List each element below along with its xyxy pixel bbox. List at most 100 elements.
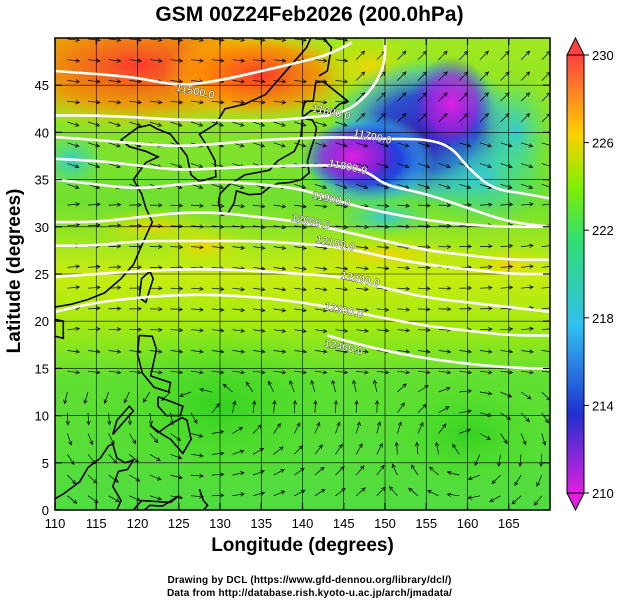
wind-arrow-shaft — [500, 142, 513, 147]
wind-arrow-shaft — [459, 142, 471, 147]
wind-arrow-head — [114, 478, 119, 483]
wind-arrow-shaft — [294, 350, 307, 353]
wind-arrow-shaft — [520, 183, 533, 189]
wind-arrow-shaft — [429, 466, 439, 476]
wind-arrow-shaft — [170, 225, 183, 227]
wind-arrow-shaft — [541, 113, 550, 123]
wind-arrow-head — [302, 100, 307, 105]
wind-arrow-shaft — [511, 495, 522, 505]
wind-arrow-head — [193, 419, 198, 424]
wind-arrow-shaft — [468, 495, 480, 499]
wind-arrow-head — [489, 498, 495, 502]
wind-arrow-head — [198, 184, 204, 189]
wind-arrow-shaft — [541, 328, 550, 331]
wind-arrow-shaft — [67, 38, 80, 41]
x-tick-label: 165 — [498, 516, 520, 531]
wind-arrow-head — [514, 481, 519, 486]
wind-arrow-head — [384, 224, 390, 229]
wind-arrow-shaft — [541, 245, 550, 247]
wind-arrow-shaft — [149, 454, 161, 461]
wind-arrow-head — [261, 58, 266, 63]
wind-arrow-shaft — [417, 113, 427, 123]
wind-arrow-shaft — [211, 38, 224, 41]
wind-arrow-shaft — [170, 59, 183, 62]
wind-arrow-shaft — [273, 490, 285, 497]
wind-arrow-head — [487, 391, 493, 396]
wind-arrow-head — [322, 38, 328, 43]
wind-arrow-head — [259, 448, 265, 452]
wind-arrow-shaft — [87, 370, 100, 374]
wind-arrow-head — [257, 424, 262, 429]
wind-arrow-shaft — [273, 38, 286, 41]
wind-arrow-head — [96, 79, 101, 84]
wind-arrow-head — [356, 421, 361, 427]
wind-arrow-head — [402, 31, 406, 35]
wind-arrow-shaft — [149, 495, 162, 500]
x-tick-label: 110 — [45, 516, 66, 531]
wind-arrow-head — [397, 421, 402, 427]
wind-arrow-head — [488, 306, 493, 311]
wind-arrow-shaft — [67, 121, 79, 127]
wind-arrow-head — [75, 222, 81, 228]
wind-arrow-head — [300, 467, 305, 472]
wind-arrow-shaft — [356, 329, 369, 332]
wind-arrow-shaft — [273, 246, 286, 249]
wind-arrow-head — [240, 38, 246, 43]
wind-arrow-head — [443, 71, 448, 76]
wind-arrow-head — [425, 164, 431, 169]
wind-arrow-head — [488, 202, 493, 207]
wind-arrow-shaft — [64, 391, 68, 404]
wind-arrow-head — [442, 423, 447, 428]
wind-arrow-head — [363, 184, 369, 189]
wind-arrow-shaft — [541, 350, 550, 352]
wind-arrow-shaft — [170, 287, 183, 290]
wind-arrow-shaft — [129, 495, 141, 501]
wind-arrow-head — [74, 143, 80, 148]
wind-arrow-shaft — [129, 454, 139, 463]
field-patch — [302, 122, 402, 190]
wind-arrow-head — [96, 202, 101, 207]
x-tick-label: 135 — [250, 516, 272, 531]
wind-arrow-shaft — [273, 308, 286, 312]
wind-arrow-shaft — [417, 183, 430, 189]
wind-arrow-shaft — [108, 266, 121, 268]
wind-arrow-shaft — [391, 464, 398, 476]
wind-arrow-head — [240, 245, 246, 250]
wind-vectors — [63, 31, 550, 506]
wind-arrow-shaft — [170, 38, 183, 41]
wind-arrow-shaft — [376, 267, 389, 269]
wind-arrow-shaft — [479, 142, 492, 147]
wind-arrow-head — [488, 285, 493, 290]
wind-arrow-head — [240, 349, 246, 354]
wind-arrow-head — [63, 399, 68, 405]
wind-arrow-shaft — [541, 142, 550, 146]
wind-arrow-head — [505, 71, 510, 76]
wind-arrow-shaft — [479, 287, 492, 289]
wind-arrow-shaft — [211, 494, 224, 497]
wind-arrow-head — [260, 266, 266, 271]
wind-arrow-head — [425, 184, 431, 189]
wind-arrow-shaft — [500, 412, 511, 420]
x-tick-label: 115 — [86, 516, 107, 531]
wind-arrow-head — [302, 349, 307, 354]
wind-arrow-head — [178, 349, 184, 354]
wind-arrow-head — [488, 244, 493, 249]
wind-arrow-shaft — [314, 466, 325, 476]
wind-arrow-head — [322, 143, 328, 148]
wind-arrow-shaft — [520, 92, 530, 102]
wind-arrow-shaft — [67, 100, 80, 103]
wind-arrow-shaft — [376, 443, 383, 455]
wind-arrow-head — [446, 223, 452, 229]
wind-arrow-head — [75, 285, 81, 290]
wind-arrow-shaft — [252, 225, 265, 228]
wind-arrow-head — [75, 326, 81, 331]
wind-arrow-shaft — [108, 80, 121, 83]
wind-arrow-shaft — [149, 38, 162, 41]
wind-arrow-head — [74, 122, 80, 127]
wind-arrow-shaft — [335, 225, 348, 228]
wind-arrow-head — [529, 349, 534, 354]
wind-arrow-shaft — [397, 287, 410, 290]
wind-arrow-head — [343, 100, 349, 105]
wind-arrow-head — [74, 184, 80, 189]
wind-arrow-shaft — [314, 400, 316, 413]
